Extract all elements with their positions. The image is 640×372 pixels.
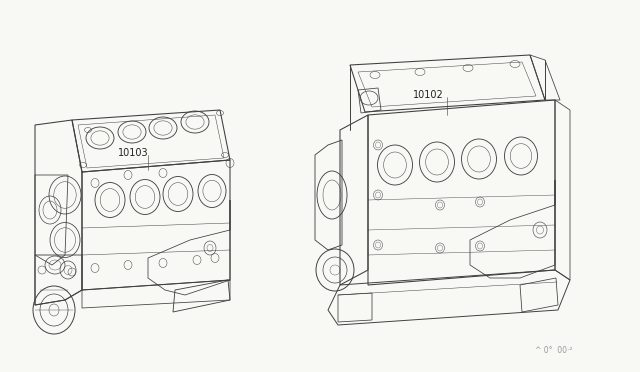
Text: ^ 0°  00·²: ^ 0° 00·²	[535, 346, 573, 355]
Text: 10102: 10102	[413, 90, 444, 100]
Text: 10103: 10103	[118, 148, 148, 158]
